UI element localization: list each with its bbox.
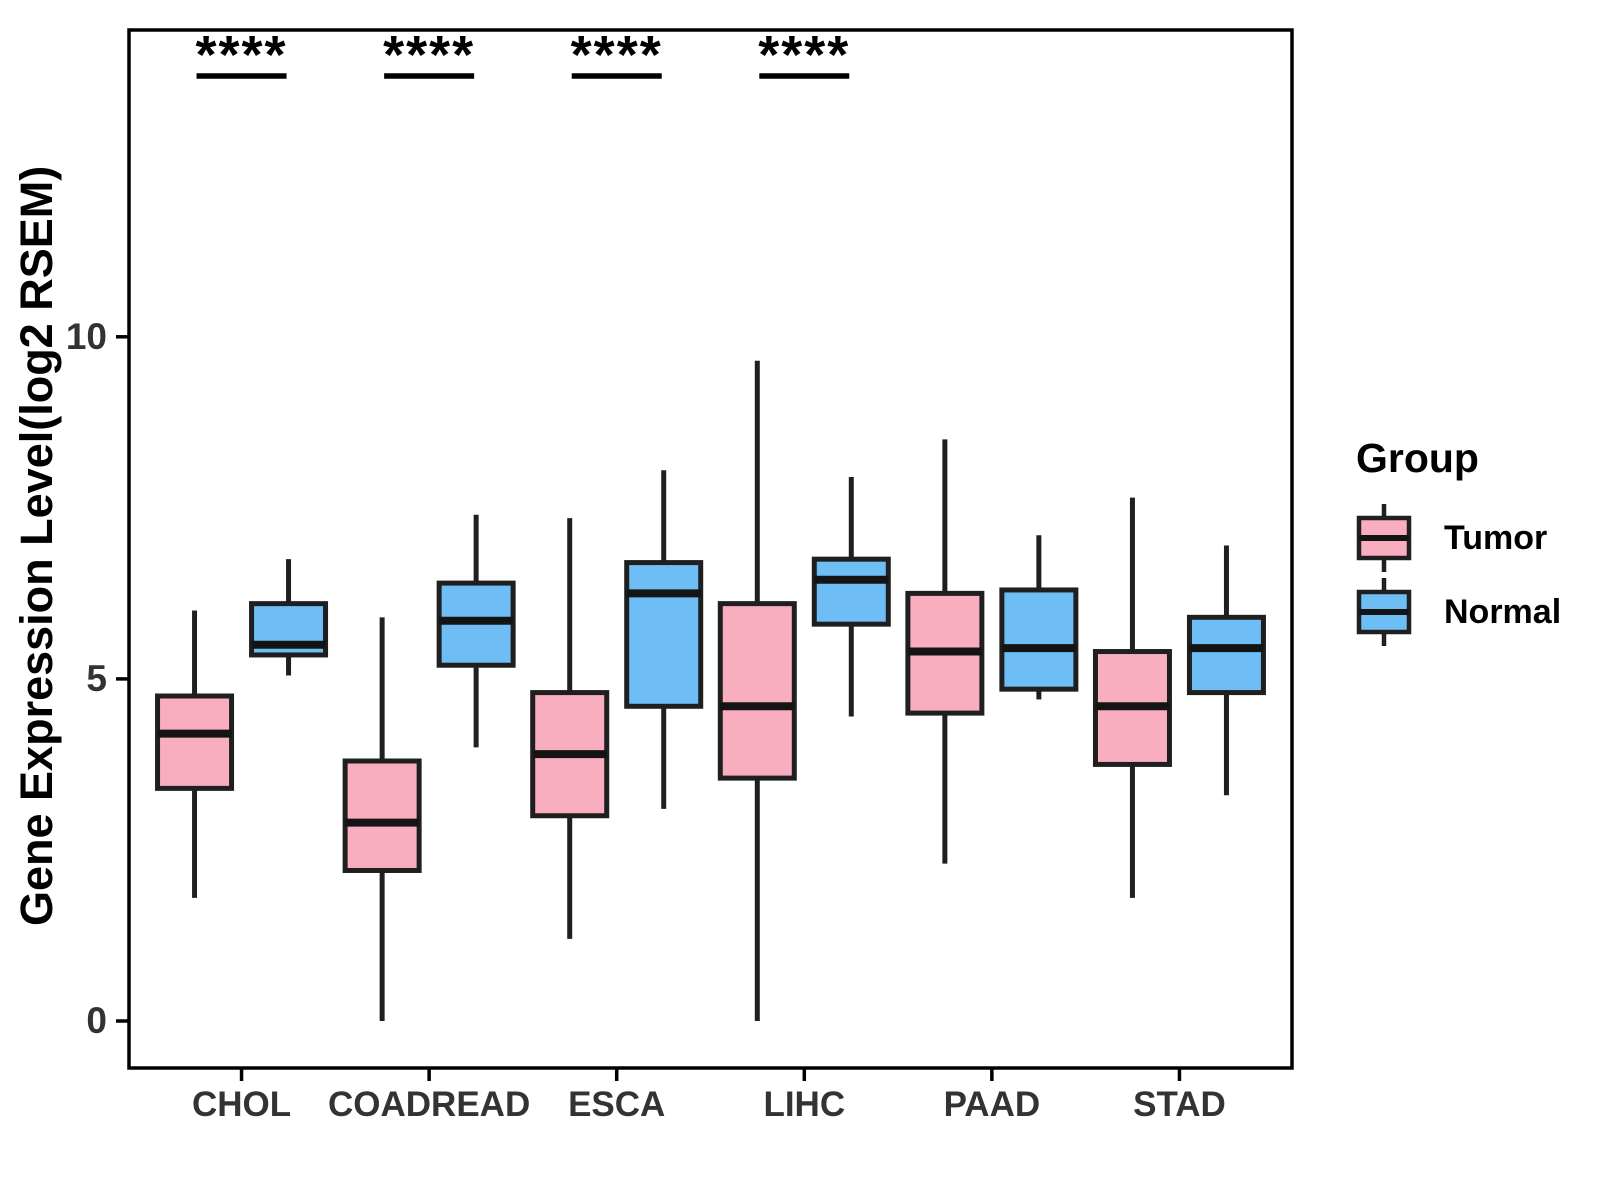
box-stad-tumor [1092,497,1172,898]
box-chol-tumor [155,610,235,898]
y-tick-label-10: 10 [65,315,107,357]
legend-label-normal: Normal [1444,593,1562,632]
box-lihc-normal [811,477,891,717]
legend-entry-tumor: Tumor [1352,501,1561,575]
x-tick-label-lihc: LIHC [763,1085,846,1124]
x-tick-label-esca: ESCA [568,1085,666,1124]
panel-border [127,28,1294,1070]
box-paad-normal [999,535,1079,700]
y-tick-label-0: 0 [86,1000,107,1041]
legend-title: Group [1356,435,1479,481]
iqr-box [811,556,891,627]
box-paad-tumor [905,439,985,864]
iqr-box [717,601,797,781]
normal-boxplot-glyph-icon [1356,578,1412,647]
box-esca-tumor [530,518,610,939]
y-tick-label-5: 5 [86,657,107,699]
significance-stars-lihc: **** [758,25,851,85]
legend: Group Tumor Normal [1352,435,1561,649]
legend-entry-normal: Normal [1352,575,1561,649]
box-lihc-tumor [717,360,797,1021]
significance-stars-coadread: **** [383,25,476,85]
box-coadread-normal [436,514,516,748]
iqr-box [342,758,422,873]
legend-label-tumor: Tumor [1444,519,1548,558]
significance-stars-chol: **** [195,25,288,85]
box-stad-normal [1186,545,1266,796]
iqr-box [624,560,704,709]
x-tick-label-coadread: COADREAD [328,1085,531,1124]
iqr-box [155,693,235,791]
x-tick-label-chol: CHOL [191,1085,292,1124]
box-coadread-tumor [342,617,422,1021]
box-chol-normal [249,559,329,676]
x-tick-label-paad: PAAD [943,1085,1041,1124]
iqr-box [999,587,1079,692]
y-axis-title: Gene Expression Level(log2 RSEM) [11,165,62,926]
significance-stars-esca: **** [570,25,663,85]
box-esca-normal [624,470,704,809]
tumor-boxplot-glyph-icon [1356,504,1412,573]
x-tick-label-stad: STAD [1133,1085,1226,1124]
iqr-box [1186,614,1266,696]
